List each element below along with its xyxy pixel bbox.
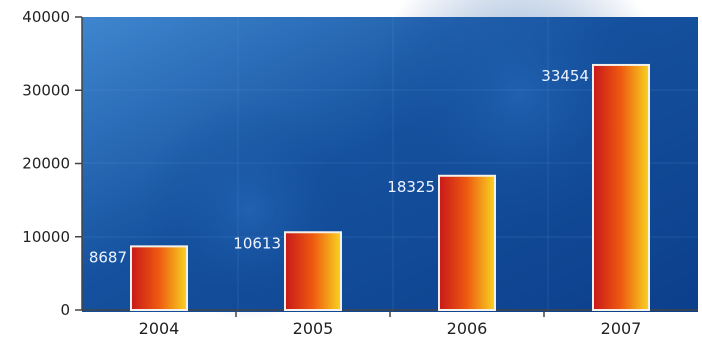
x-category-label: 2006 xyxy=(447,319,488,337)
data-label-2006: 18325 xyxy=(387,178,435,196)
y-tick-label: 10000 xyxy=(22,228,70,246)
y-axis: 0 10000 20000 30000 40000 xyxy=(22,8,83,319)
bar-2004 xyxy=(130,245,188,311)
y-tick-label: 30000 xyxy=(22,81,70,99)
x-category-label: 2004 xyxy=(139,319,180,337)
bar-2006 xyxy=(438,174,496,311)
x-axis: 2004 2005 2006 2007 xyxy=(82,309,698,337)
y-tick-label: 20000 xyxy=(22,155,70,173)
x-category-label: 2007 xyxy=(601,319,642,337)
x-category-label: 2005 xyxy=(293,319,334,337)
y-tick-label: 40000 xyxy=(22,8,70,26)
bar-2007 xyxy=(592,63,650,311)
bars: 8687 10613 18325 33454 xyxy=(89,63,650,312)
bar-2005 xyxy=(284,231,342,312)
data-label-2004: 8687 xyxy=(89,248,127,266)
y-tick-label: 0 xyxy=(60,301,70,319)
data-label-2005: 10613 xyxy=(233,234,281,252)
data-label-2007: 33454 xyxy=(541,67,589,85)
